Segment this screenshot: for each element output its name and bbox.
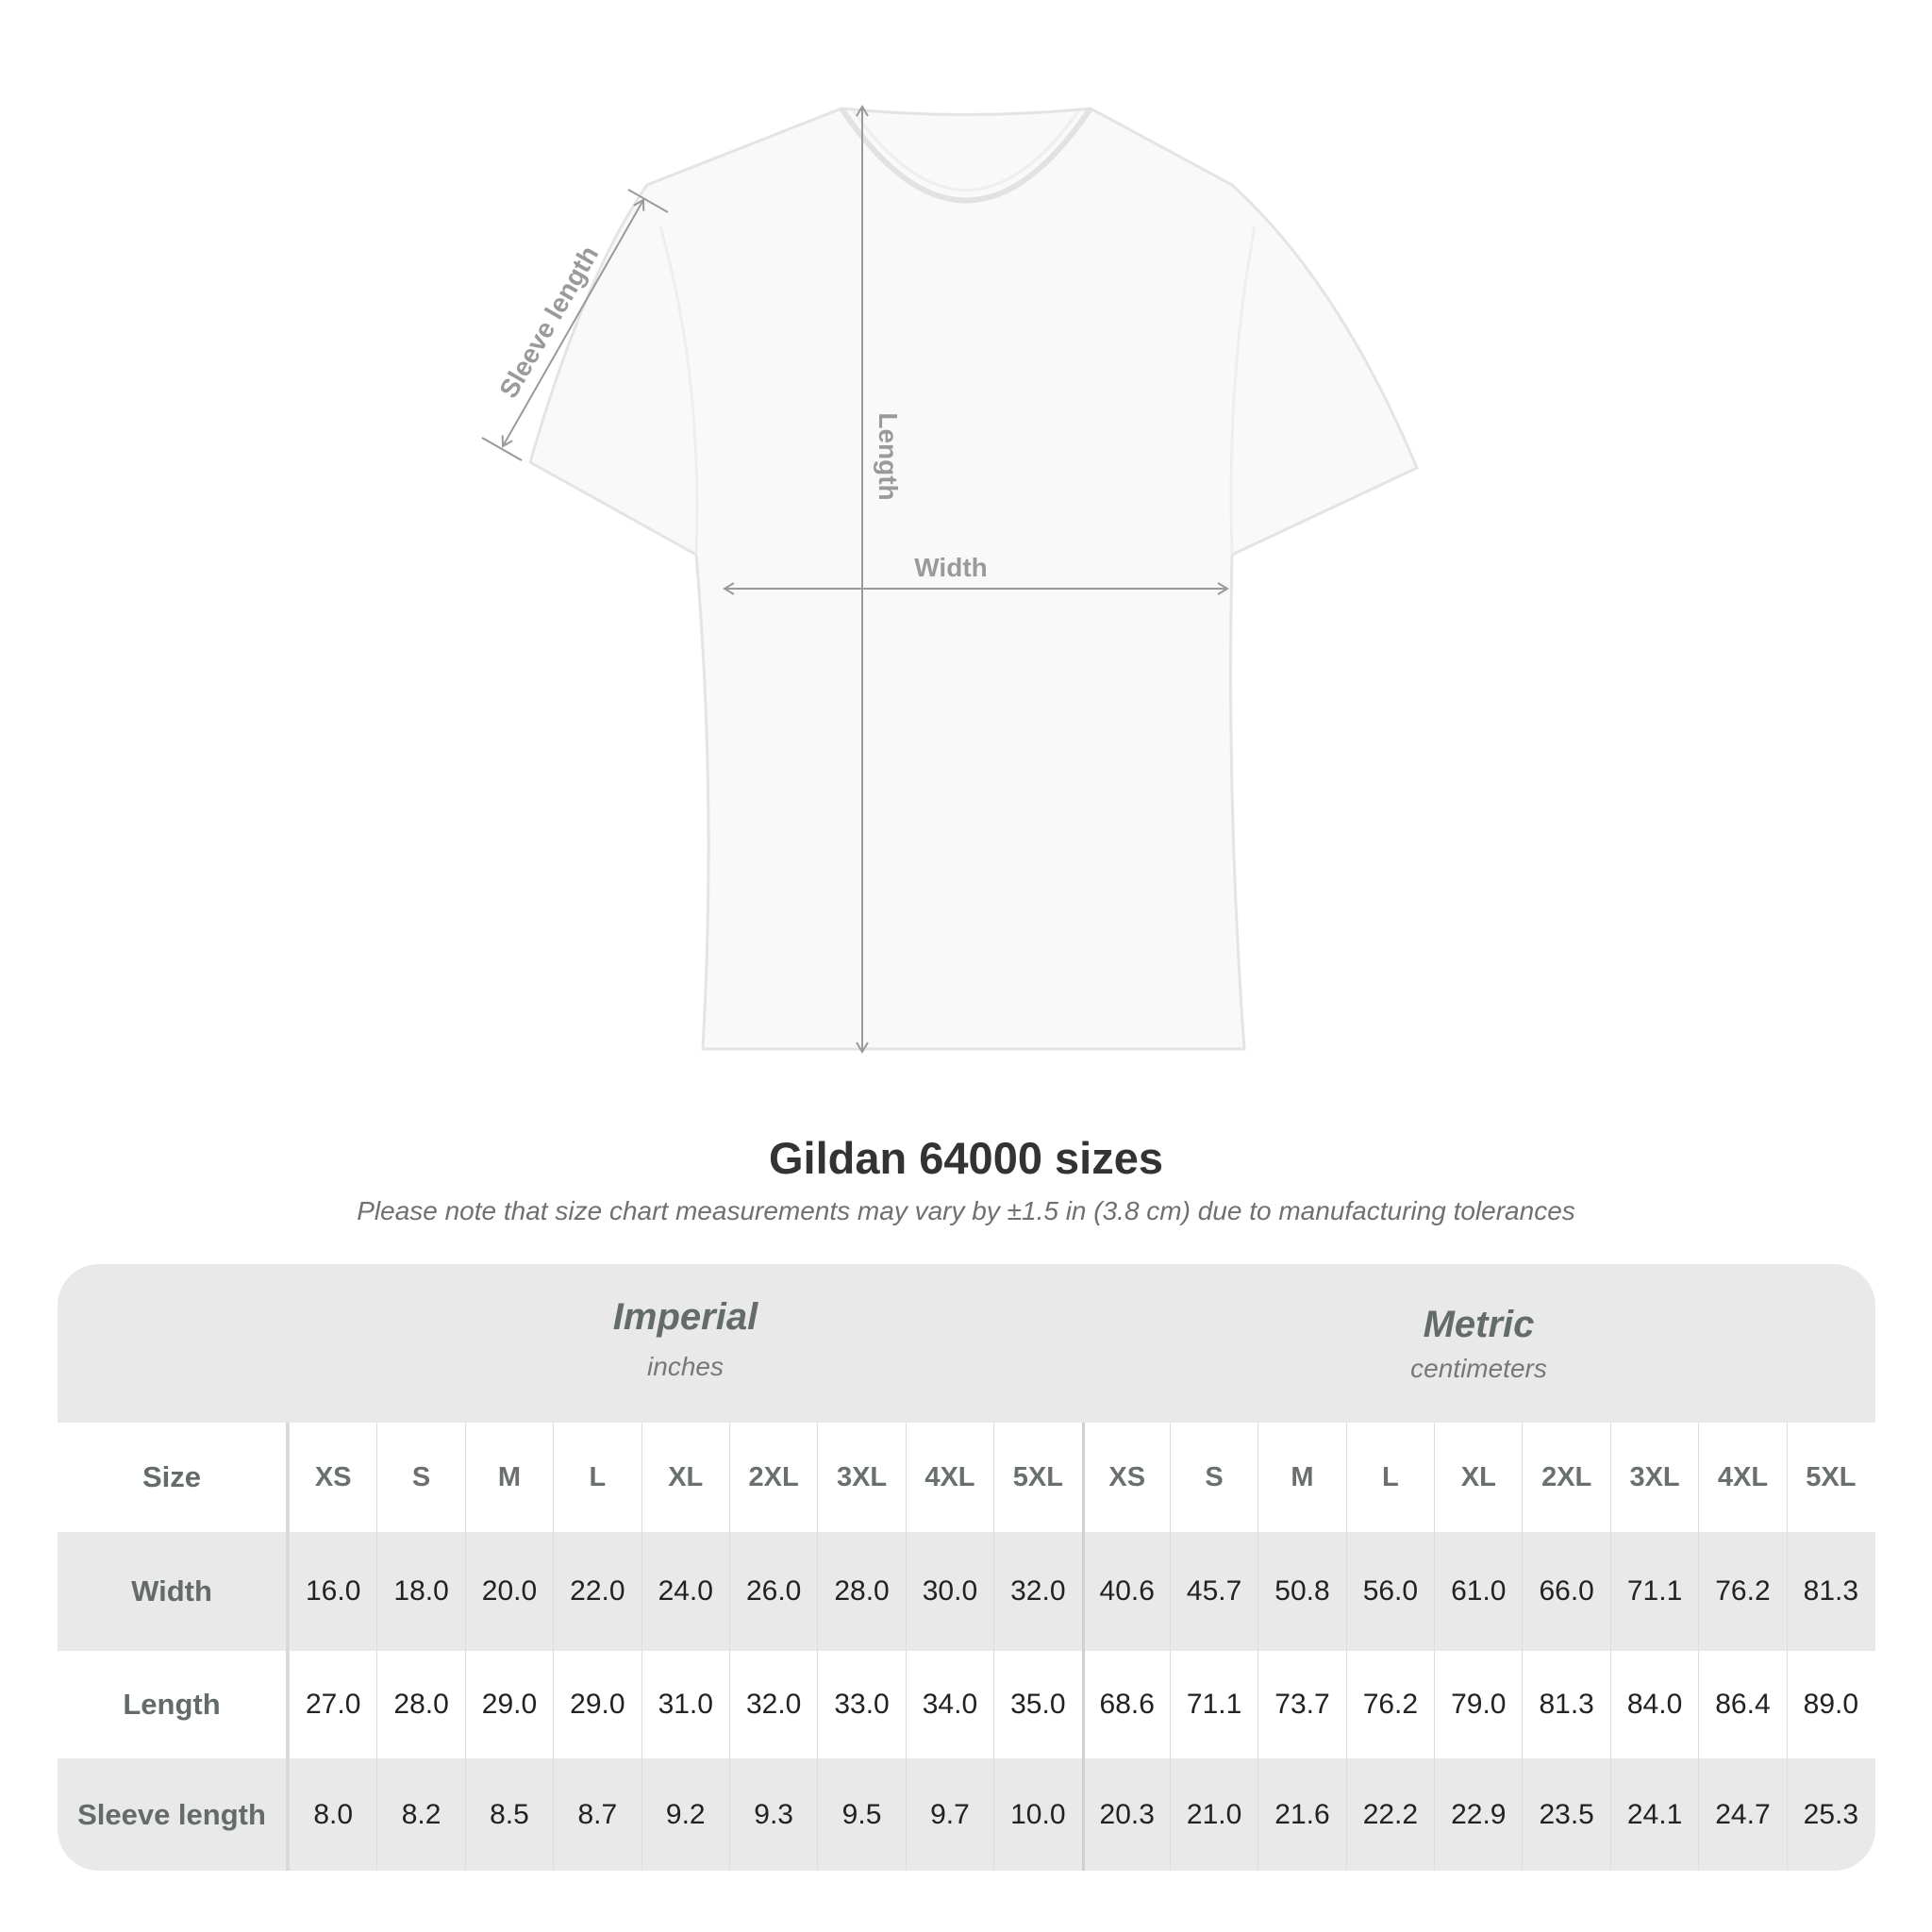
size-cell: 5XL [1786, 1423, 1874, 1532]
size-cell: 2XL [728, 1423, 817, 1532]
metric-label: Metric [1423, 1304, 1535, 1345]
value-cell: 9.3 [728, 1758, 817, 1871]
row-label: Size [58, 1423, 289, 1532]
value-cell: 71.1 [1609, 1532, 1698, 1651]
value-cell: 9.7 [905, 1758, 993, 1871]
size-cell: 4XL [1698, 1423, 1786, 1532]
tshirt-collar [839, 107, 1093, 204]
size-cell: M [464, 1423, 553, 1532]
size-cell: M [1257, 1423, 1345, 1532]
value-cell: 66.0 [1522, 1532, 1609, 1651]
value-cell: 28.0 [817, 1532, 905, 1651]
value-cell: 76.2 [1345, 1651, 1434, 1758]
value-cell: 81.3 [1522, 1651, 1609, 1758]
value-cell: 40.6 [1081, 1532, 1170, 1651]
value-cell: 18.0 [376, 1532, 464, 1651]
value-cell: 21.6 [1257, 1758, 1345, 1871]
size-cell: S [1169, 1423, 1257, 1532]
size-cell: 4XL [905, 1423, 993, 1532]
size-cell: 3XL [817, 1423, 905, 1532]
value-cell: 8.2 [376, 1758, 464, 1871]
value-cell: 50.8 [1257, 1532, 1345, 1651]
value-cell: 23.5 [1522, 1758, 1609, 1871]
value-cell: 20.3 [1081, 1758, 1170, 1871]
value-cell: 22.9 [1434, 1758, 1522, 1871]
value-cell: 8.7 [553, 1758, 641, 1871]
value-cell: 20.0 [464, 1532, 553, 1651]
value-cell: 35.0 [993, 1651, 1081, 1758]
value-cell: 68.6 [1081, 1651, 1170, 1758]
value-cell: 8.0 [289, 1758, 376, 1871]
value-cell: 25.3 [1786, 1758, 1874, 1871]
value-cell: 27.0 [289, 1651, 376, 1758]
table-row: Sleeve length 8.0 8.2 8.5 8.7 9.2 9.3 9.5 9.7 10.… [58, 1758, 1875, 1871]
size-cell: XS [289, 1423, 376, 1532]
row-label: Sleeve length [58, 1758, 289, 1871]
size-cell: S [376, 1423, 464, 1532]
value-cell: 9.5 [817, 1758, 905, 1871]
size-header-row: Size XS S M L XL 2XL 3XL 4XL 5XL XS S M L XL 2XL 3XL 4XL 5… [58, 1423, 1875, 1532]
value-cell: 31.0 [641, 1651, 729, 1758]
value-cell: 33.0 [817, 1651, 905, 1758]
size-chart-table: Imperial inches Metric centimeters Size X… [58, 1264, 1875, 1871]
value-cell: 45.7 [1169, 1532, 1257, 1651]
value-cell: 71.1 [1169, 1651, 1257, 1758]
value-cell: 79.0 [1434, 1651, 1522, 1758]
value-cell: 30.0 [905, 1532, 993, 1651]
size-cell: XS [1081, 1423, 1170, 1532]
value-cell: 34.0 [905, 1651, 993, 1758]
metric-header: Metric centimeters [1082, 1264, 1875, 1423]
value-cell: 84.0 [1609, 1651, 1698, 1758]
value-cell: 10.0 [993, 1758, 1081, 1871]
value-cell: 32.0 [993, 1532, 1081, 1651]
value-cell: 29.0 [464, 1651, 553, 1758]
value-cell: 81.3 [1786, 1532, 1874, 1651]
size-cell: XL [1434, 1423, 1522, 1532]
value-cell: 24.1 [1609, 1758, 1698, 1871]
value-cell: 26.0 [728, 1532, 817, 1651]
value-cell: 61.0 [1434, 1532, 1522, 1651]
page-title: Gildan 64000 sizes [768, 1133, 1164, 1183]
value-cell: 89.0 [1786, 1651, 1874, 1758]
value-cell: 29.0 [553, 1651, 641, 1758]
value-cell: 16.0 [289, 1532, 376, 1651]
value-cell: 73.7 [1257, 1651, 1345, 1758]
size-cell: 2XL [1522, 1423, 1609, 1532]
value-cell: 76.2 [1698, 1532, 1786, 1651]
metric-unit: centimeters [1410, 1354, 1547, 1383]
tshirt-collar-inner [852, 110, 1080, 192]
imperial-label: Imperial [612, 1296, 758, 1338]
value-cell: 56.0 [1345, 1532, 1434, 1651]
value-cell: 22.2 [1345, 1758, 1434, 1871]
value-cell: 24.7 [1698, 1758, 1786, 1871]
table-row: Length 27.0 28.0 29.0 29.0 31.0 32.0 33.0 34.0 35… [58, 1651, 1875, 1758]
tshirt-shape [528, 107, 1419, 1051]
value-cell: 32.0 [728, 1651, 817, 1758]
row-label: Length [58, 1651, 289, 1758]
tshirt-diagram: Length Width Sleeve length [481, 105, 1419, 1054]
width-label: Width [914, 553, 988, 582]
size-cell: 5XL [993, 1423, 1081, 1532]
value-cell: 28.0 [376, 1651, 464, 1758]
value-cell: 22.0 [553, 1532, 641, 1651]
value-cell: 8.5 [464, 1758, 553, 1871]
value-cell: 86.4 [1698, 1651, 1786, 1758]
size-cell: L [1345, 1423, 1434, 1532]
length-label: Length [874, 412, 903, 500]
size-cell: L [553, 1423, 641, 1532]
sleeve-measure-line [501, 198, 645, 448]
value-cell: 24.0 [641, 1532, 729, 1651]
imperial-unit: inches [647, 1352, 724, 1381]
row-label: Width [58, 1532, 289, 1651]
table-row: Width 16.0 18.0 20.0 22.0 24.0 26.0 28.0 30.0 32.… [58, 1532, 1875, 1651]
imperial-header: Imperial inches [289, 1264, 1082, 1423]
size-cell: 3XL [1609, 1423, 1698, 1532]
size-cell: XL [641, 1423, 729, 1532]
tolerance-note: Please note that size chart measurements… [357, 1196, 1575, 1225]
value-cell: 21.0 [1169, 1758, 1257, 1871]
value-cell: 9.2 [641, 1758, 729, 1871]
